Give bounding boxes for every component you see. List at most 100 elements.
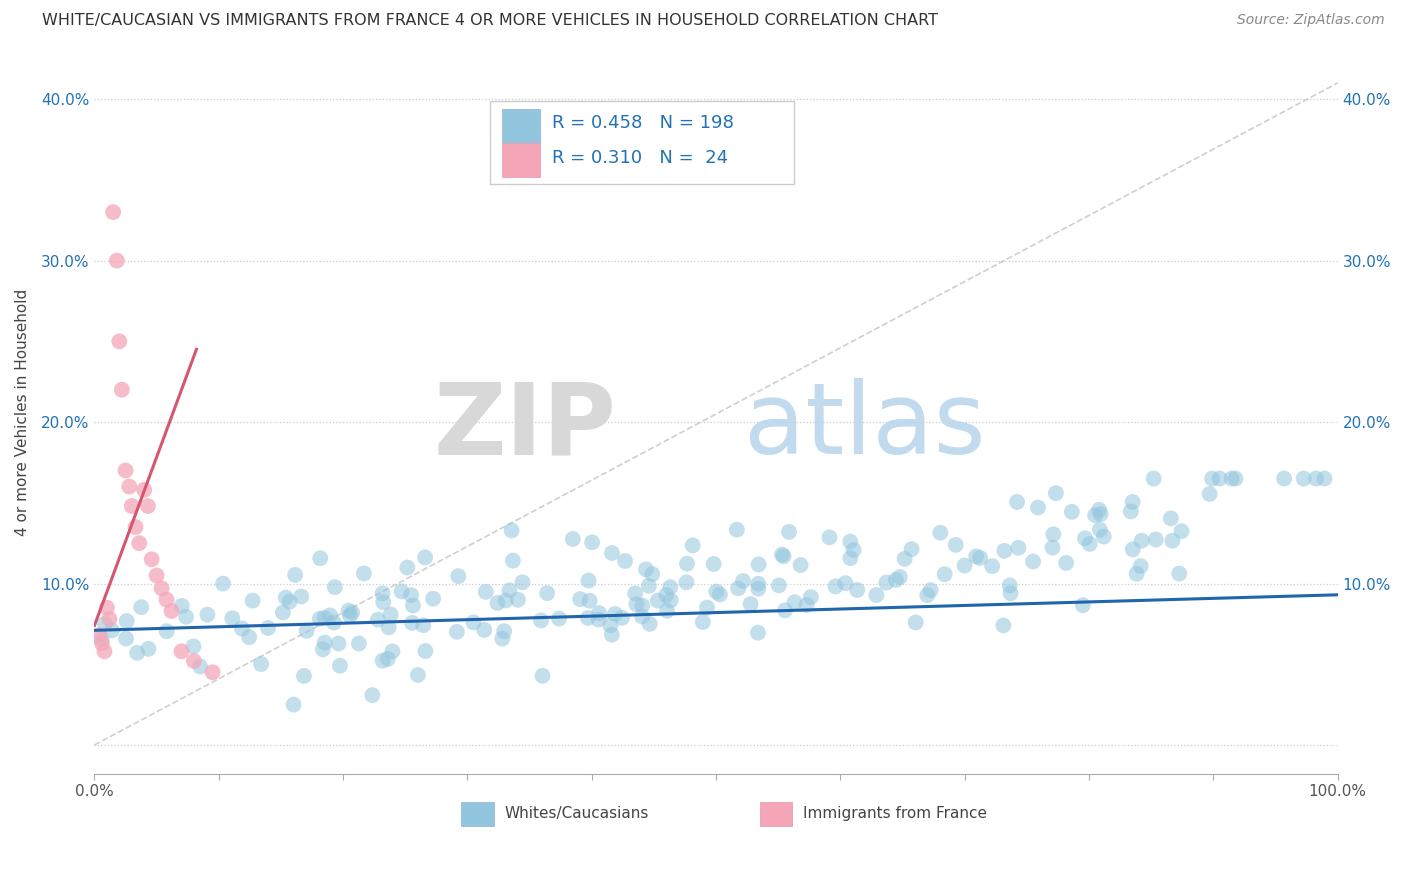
Point [818,530,841,544]
Point [965,549,987,564]
Point [1198,487,1220,501]
Point [904,615,927,630]
Point [824,579,846,593]
Point [796,598,818,612]
Text: atlas: atlas [744,378,986,475]
FancyBboxPatch shape [502,143,540,178]
Point [108,334,131,349]
Point [614,554,637,568]
Point [920,583,942,598]
Point [581,535,603,549]
Point [610,611,633,625]
Point [638,616,661,631]
Point [1129,559,1152,574]
Point [768,578,790,592]
Point [998,578,1021,592]
Point [242,593,264,607]
Point [250,657,273,671]
Point [704,584,727,599]
Point [889,570,911,584]
Point [530,614,553,628]
Point [569,592,592,607]
Point [1007,541,1029,555]
Point [659,580,682,594]
Point [377,620,399,634]
Point [495,593,517,607]
Point [501,524,523,538]
Point [733,574,755,588]
Point [1084,508,1107,523]
Point [727,582,749,596]
Point [101,205,124,219]
Point [1313,471,1336,485]
Point [981,559,1004,574]
Point [115,614,138,628]
FancyBboxPatch shape [502,109,540,144]
Text: Immigrants from France: Immigrants from France [803,806,987,822]
Point [993,544,1015,558]
Point [747,625,769,640]
Point [506,592,529,607]
Text: WHITE/CAUCASIAN VS IMMIGRANTS FROM FRANCE 4 OR MORE VEHICLES IN HOUSEHOLD CORREL: WHITE/CAUCASIAN VS IMMIGRANTS FROM FRANC… [42,13,938,29]
Point [1078,537,1101,551]
Point [655,588,678,602]
Point [1130,533,1153,548]
Point [576,611,599,625]
Point [292,669,315,683]
Point [212,576,235,591]
Point [1000,586,1022,600]
Point [1074,531,1097,545]
FancyBboxPatch shape [461,802,494,826]
Point [271,606,294,620]
Point [1272,471,1295,485]
Point [588,606,610,620]
Point [675,575,697,590]
Point [659,593,682,607]
Point [312,642,335,657]
Point [284,567,307,582]
Point [1060,505,1083,519]
Text: Whites/Caucasians: Whites/Caucasians [505,806,650,822]
Point [413,550,436,565]
Point [1225,471,1247,485]
Point [637,579,659,593]
Point [328,636,350,650]
Point [561,532,583,546]
Point [494,624,516,639]
Point [1170,524,1192,538]
Point [655,604,678,618]
Point [945,538,967,552]
Point [634,562,657,576]
Point [696,600,718,615]
Point [323,580,346,594]
Point [599,618,621,632]
Point [865,588,887,602]
Point [127,646,149,660]
Point [105,253,128,268]
Point [548,611,571,625]
Point [512,575,534,590]
Point [789,558,811,572]
Point [155,592,177,607]
Point [401,615,423,630]
Point [1088,523,1111,537]
Point [201,665,224,680]
Point [624,586,647,600]
Point [884,573,907,587]
Point [290,590,312,604]
Point [322,615,344,630]
Point [1292,471,1315,485]
Point [969,551,991,566]
Point [93,644,115,658]
Point [118,480,141,494]
Point [138,641,160,656]
Point [641,567,664,582]
Point [314,611,336,625]
Point [170,599,193,613]
Point [934,567,956,582]
Point [238,630,260,644]
Point [406,668,429,682]
Point [491,632,513,646]
Point [183,640,205,654]
Point [160,604,183,618]
